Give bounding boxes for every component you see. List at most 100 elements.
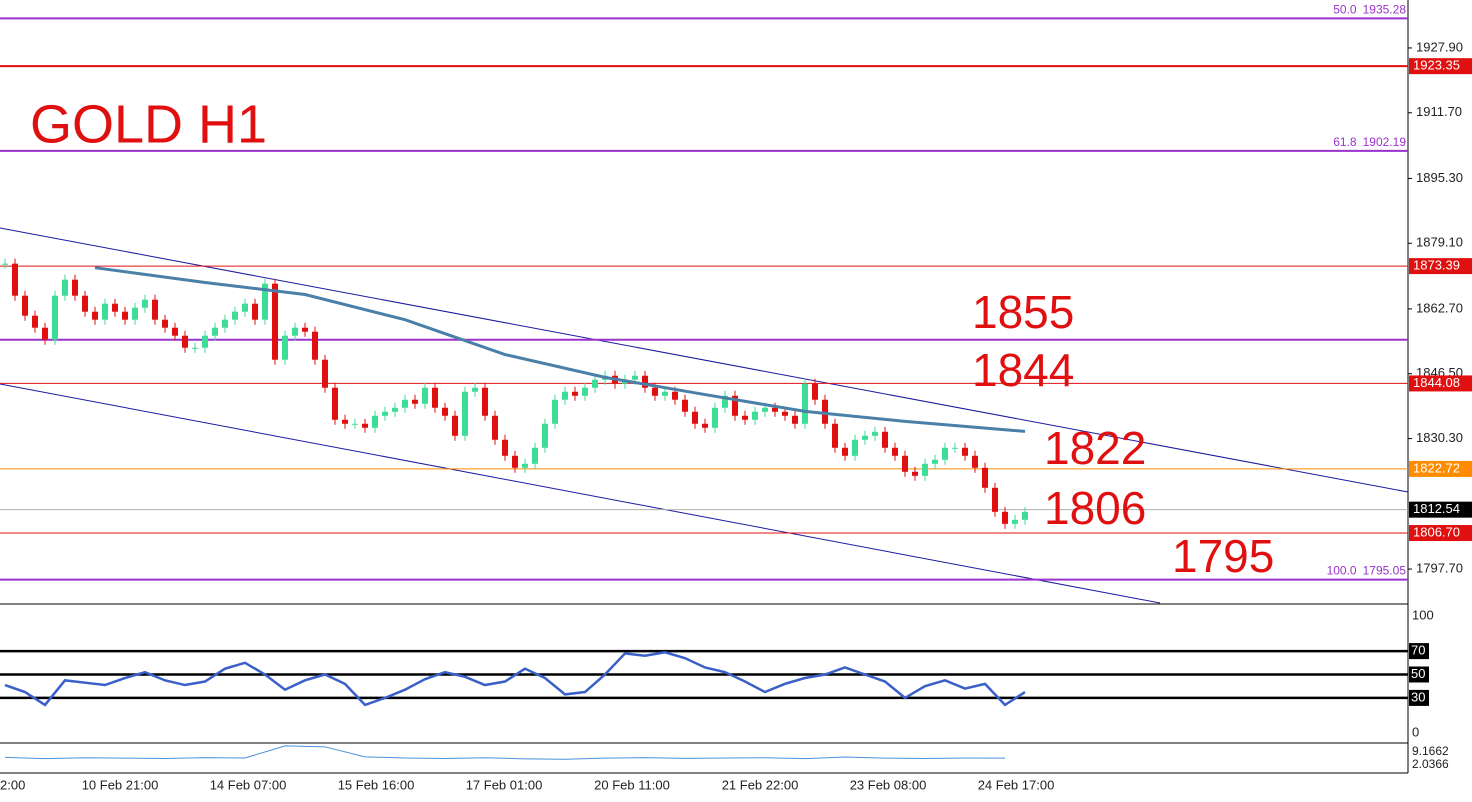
- price-box: [1409, 525, 1472, 542]
- candle-body: [542, 423, 548, 448]
- candle-body: [582, 387, 588, 396]
- candle-body: [912, 471, 918, 476]
- x-tick-label: 2:00: [0, 777, 25, 792]
- candle-body: [902, 455, 908, 472]
- y-tick-label: 1862.70: [1416, 300, 1463, 315]
- candle-body: [552, 399, 558, 424]
- candle-body: [22, 295, 28, 316]
- fib-label: 100.0 1795.05: [1327, 564, 1407, 578]
- y-tick-label: 9.1662: [1412, 744, 1449, 758]
- x-tick-label: 17 Feb 01:00: [466, 777, 543, 792]
- candle-body: [812, 383, 818, 400]
- candle-body: [442, 407, 448, 416]
- candle-body: [32, 315, 38, 328]
- y-tick-label: 0: [1412, 724, 1419, 739]
- rsi-level-label: 50: [1411, 666, 1425, 681]
- candle-body: [202, 335, 208, 348]
- y-tick-label: 2.0366: [1412, 757, 1449, 771]
- candle-body: [492, 415, 498, 440]
- candle-body: [822, 399, 828, 424]
- candle-body: [932, 459, 938, 464]
- level-annotation: 1795: [1172, 530, 1274, 582]
- rsi-level-box: [1409, 689, 1429, 706]
- candle-body: [872, 431, 878, 436]
- candle-body: [852, 439, 858, 456]
- candle-body: [382, 411, 388, 416]
- candle-body: [722, 395, 728, 408]
- candle-body: [972, 455, 978, 468]
- candle-body: [272, 283, 278, 360]
- candle-body: [292, 327, 298, 336]
- candle-body: [802, 383, 808, 424]
- candle-body: [642, 375, 648, 388]
- x-tick-label: 20 Feb 11:00: [594, 777, 670, 792]
- candle-body: [592, 379, 598, 388]
- candle-body: [282, 335, 288, 360]
- rsi-level-box: [1409, 643, 1429, 660]
- candle-body: [352, 423, 358, 425]
- candle-body: [752, 411, 758, 420]
- candle-body: [512, 455, 518, 468]
- price-box: [1409, 58, 1472, 75]
- candle-body: [102, 303, 108, 320]
- price-box-label: 1806.70: [1413, 524, 1460, 539]
- candle-body: [82, 295, 88, 312]
- candle-body: [172, 327, 178, 336]
- candle-body: [482, 387, 488, 416]
- candle-body: [682, 399, 688, 412]
- candle-body: [712, 407, 718, 428]
- fib-ratio: 61.8: [1333, 135, 1357, 149]
- candle-body: [132, 307, 138, 320]
- candle-body: [52, 295, 58, 340]
- candle-body: [1022, 511, 1028, 520]
- price-box-label: 1844.08: [1413, 375, 1460, 390]
- candle-body: [632, 375, 638, 380]
- rsi-level-box: [1409, 666, 1429, 683]
- candle-body: [192, 347, 198, 349]
- candle-body: [942, 447, 948, 460]
- candle-body: [522, 463, 528, 468]
- price-box-label: 1923.35: [1413, 58, 1460, 73]
- candle-body: [232, 311, 238, 320]
- candle-body: [922, 463, 928, 476]
- rsi-level-label: 70: [1411, 643, 1425, 658]
- candle-body: [2, 263, 8, 265]
- candle-body: [412, 399, 418, 404]
- y-tick-label: 1830.30: [1416, 430, 1463, 445]
- candle-body: [252, 303, 258, 320]
- chart-title: GOLD H1: [30, 94, 267, 154]
- level-annotation: 1844: [972, 344, 1074, 396]
- candle-body: [882, 431, 888, 448]
- candle-body: [402, 399, 408, 408]
- candle-body: [112, 303, 118, 312]
- fib-ratio: 100.0: [1327, 564, 1357, 578]
- candle-body: [372, 415, 378, 428]
- candle-body: [432, 387, 438, 408]
- candle-body: [362, 423, 368, 428]
- candle-body: [792, 415, 798, 424]
- candle-body: [782, 411, 788, 416]
- candle-body: [322, 359, 328, 388]
- candle-body: [862, 435, 868, 440]
- fib-ratio: 50.0: [1333, 3, 1357, 17]
- candle-body: [842, 447, 848, 456]
- candle-body: [422, 387, 428, 404]
- candle-body: [42, 327, 48, 340]
- candle-body: [952, 447, 958, 449]
- candle-body: [532, 447, 538, 464]
- candle-body: [92, 311, 98, 320]
- price-box-label: 1822.72: [1413, 460, 1460, 475]
- candle-body: [242, 303, 248, 312]
- candle-body: [452, 415, 458, 436]
- candle-body: [572, 391, 578, 396]
- candle-body: [142, 299, 148, 308]
- candle-body: [702, 423, 708, 428]
- candle-body: [502, 439, 508, 456]
- candle-body: [62, 279, 68, 296]
- candle-body: [342, 419, 348, 424]
- candle-body: [992, 487, 998, 512]
- candle-body: [562, 391, 568, 400]
- candle-body: [72, 279, 78, 296]
- candle-body: [212, 327, 218, 336]
